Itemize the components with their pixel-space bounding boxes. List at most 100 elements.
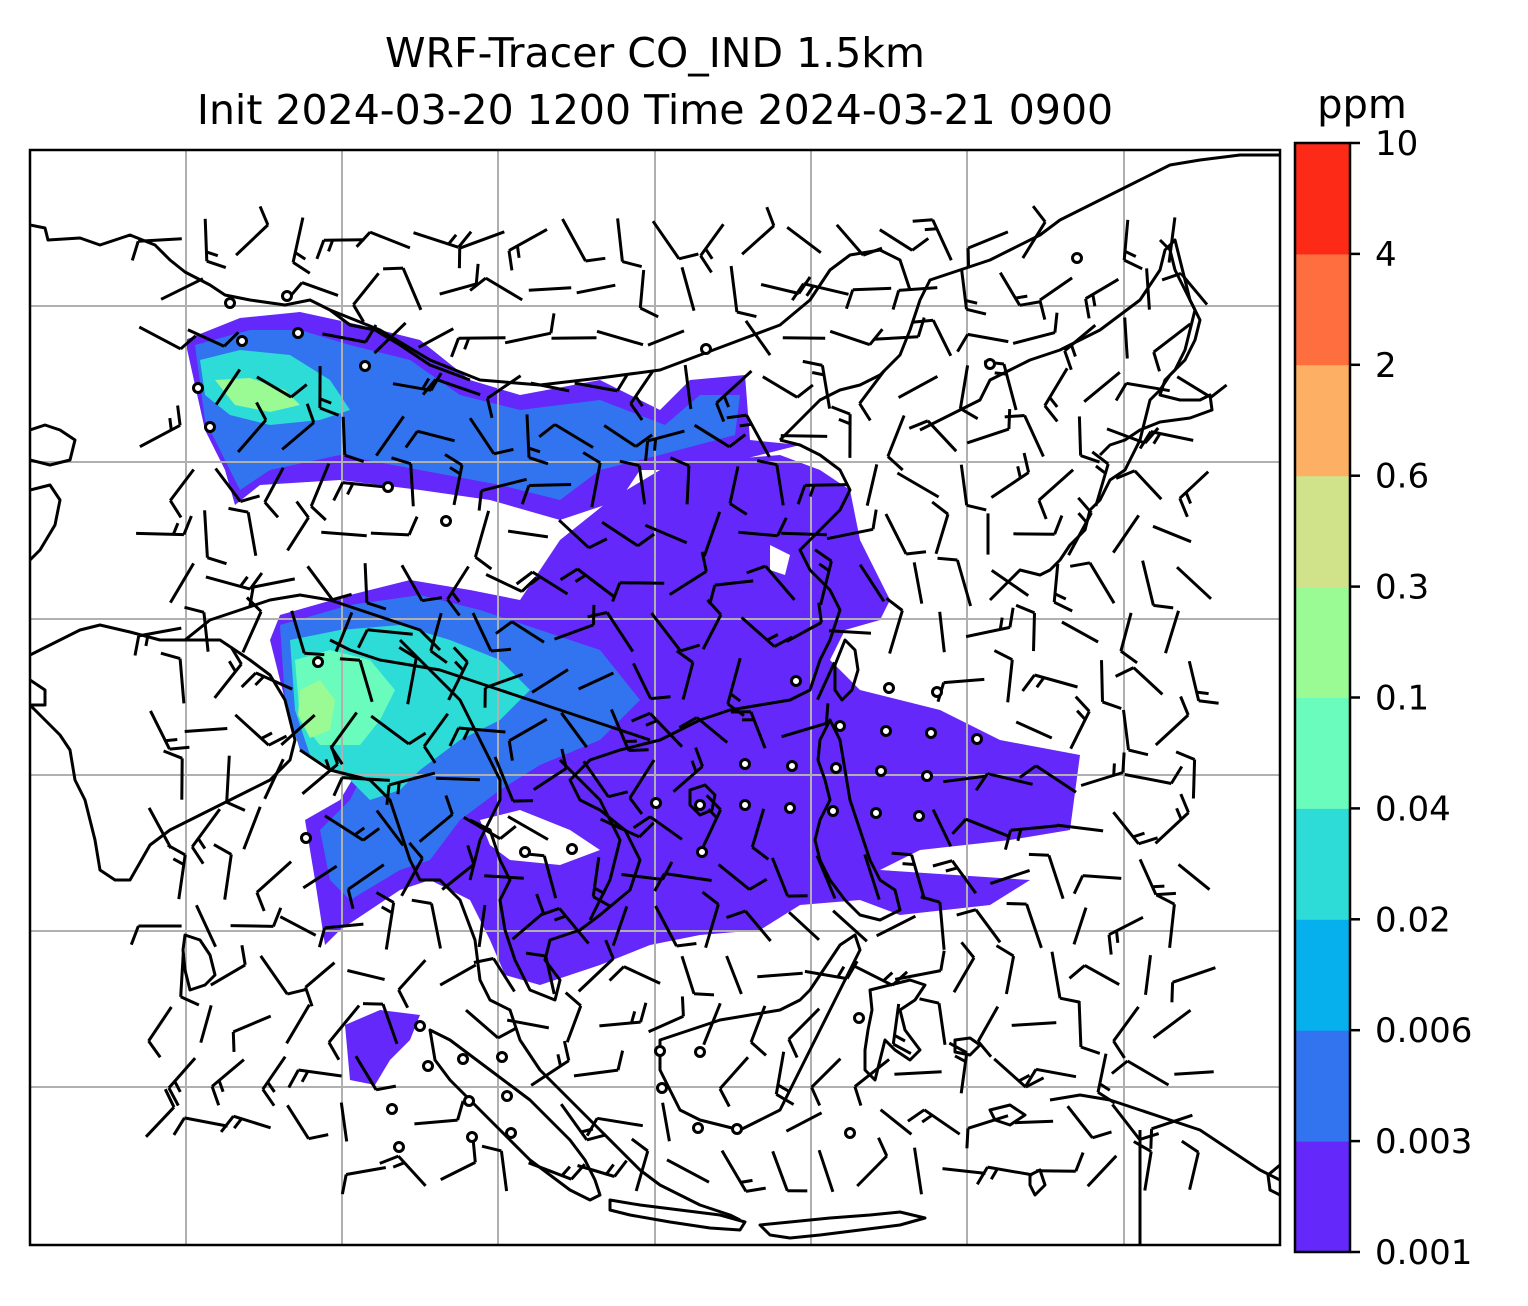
wind-barb: [585, 1116, 644, 1137]
wind-barb: [894, 950, 946, 981]
wind-barb: [1123, 317, 1129, 359]
wind-barb: [559, 567, 616, 599]
wind-barb: [1086, 1154, 1118, 1188]
wind-barb: [532, 748, 568, 791]
wind-barb: [1013, 515, 1064, 536]
wind-barb: [702, 794, 722, 847]
wind-barb: [943, 774, 985, 784]
wind-barb: [450, 336, 506, 358]
wind-barb: [816, 661, 836, 701]
calm-wind-circle: [739, 758, 751, 770]
wind-barb: [1154, 793, 1190, 845]
wind-barb: [525, 951, 556, 995]
wind-barb: [669, 456, 691, 505]
wind-barb: [383, 266, 423, 311]
wind-barb: [1100, 660, 1122, 710]
wind-barb: [507, 529, 549, 539]
coastline-hainan: [688, 783, 717, 817]
colorbar-tick-label: 0.006: [1375, 1011, 1472, 1051]
wind-barb: [259, 955, 308, 996]
wind-barb: [672, 747, 704, 793]
wind-barb: [228, 506, 258, 557]
wind-barb: [828, 629, 872, 635]
wind-barb: [504, 313, 556, 345]
wind-barb: [370, 714, 427, 746]
wind-barb: [1018, 764, 1077, 794]
wind-barb: [285, 1003, 311, 1045]
wind-barb: [306, 565, 353, 602]
wind-barb: [1063, 324, 1097, 371]
wind-barb: [680, 266, 696, 312]
wind-barb: [647, 996, 685, 1034]
wind-barb: [630, 1137, 650, 1192]
wind-barb: [136, 515, 193, 537]
wind-barb: [528, 286, 572, 292]
colorbar-tick-label: 0.3: [1375, 568, 1429, 608]
wind-barb: [1011, 1021, 1057, 1027]
wind-barb: [717, 863, 768, 891]
wind-barb: [785, 1111, 823, 1133]
wind-barb: [1145, 268, 1151, 310]
calm-wind-circle: [501, 1090, 513, 1102]
wind-barb: [230, 907, 283, 928]
wind-barb: [231, 1014, 272, 1052]
wind-barb: [730, 710, 767, 749]
wind-barb: [411, 898, 442, 949]
wind-barb: [1021, 205, 1047, 259]
wind-barb: [702, 1002, 722, 1046]
calm-wind-circle: [913, 810, 925, 822]
border-himalaya: [184, 593, 442, 652]
wind-barb: [631, 711, 684, 748]
wind-barb: [913, 1147, 923, 1195]
wind-barb: [1180, 1139, 1200, 1191]
wind-barb: [357, 628, 413, 649]
wind-barb: [346, 863, 385, 910]
wind-barb: [596, 329, 644, 347]
wind-barb: [485, 374, 522, 419]
calm-wind-circle: [440, 515, 452, 527]
wind-barb: [1176, 375, 1228, 399]
wind-barb: [447, 646, 469, 701]
wind-barb: [506, 1018, 550, 1030]
calm-wind-circle: [656, 1082, 668, 1094]
wind-barb: [1014, 1119, 1054, 1125]
wind-barb: [785, 602, 823, 643]
coastline-korea: [919, 238, 1202, 602]
coastline-china-east: [778, 153, 1280, 442]
wind-barb: [1107, 915, 1144, 955]
wind-barb: [184, 605, 210, 652]
wind-barb: [693, 423, 747, 449]
wind-barb: [240, 671, 293, 691]
tracer-region-northeast-lobe: [775, 470, 890, 615]
wind-barb: [601, 520, 655, 548]
wind-barb: [355, 230, 411, 250]
wind-barb: [912, 562, 924, 604]
wind-barb: [1050, 951, 1080, 1004]
wind-barb: [184, 727, 228, 733]
wind-barb: [993, 649, 1014, 703]
calm-wind-circle: [880, 725, 892, 737]
wind-barb: [1119, 612, 1138, 665]
wind-barb: [1177, 863, 1211, 891]
tracer-region-north-inner: [195, 330, 740, 500]
wind-barb: [920, 895, 946, 950]
wind-barb: [781, 531, 827, 537]
wind-barb: [160, 277, 204, 301]
wind-barb: [203, 510, 227, 566]
wind-barb: [1015, 603, 1036, 652]
wind-barb: [702, 511, 722, 557]
wind-barb: [891, 1003, 912, 1055]
wind-barb: [1111, 1103, 1160, 1141]
wind-barb: [891, 286, 938, 311]
coastline-new-guinea: [1049, 1093, 1280, 1245]
wind-barb: [324, 814, 381, 842]
calm-wind-circle: [505, 1127, 517, 1139]
wind-barb: [726, 657, 745, 717]
wind-barb: [1012, 312, 1059, 345]
wind-barb: [564, 991, 583, 1043]
wind-barb: [1024, 1067, 1077, 1088]
calm-wind-circle: [566, 843, 578, 855]
wind-barb: [339, 657, 374, 703]
wind-barb: [1175, 566, 1213, 600]
wind-barb: [1141, 560, 1174, 610]
